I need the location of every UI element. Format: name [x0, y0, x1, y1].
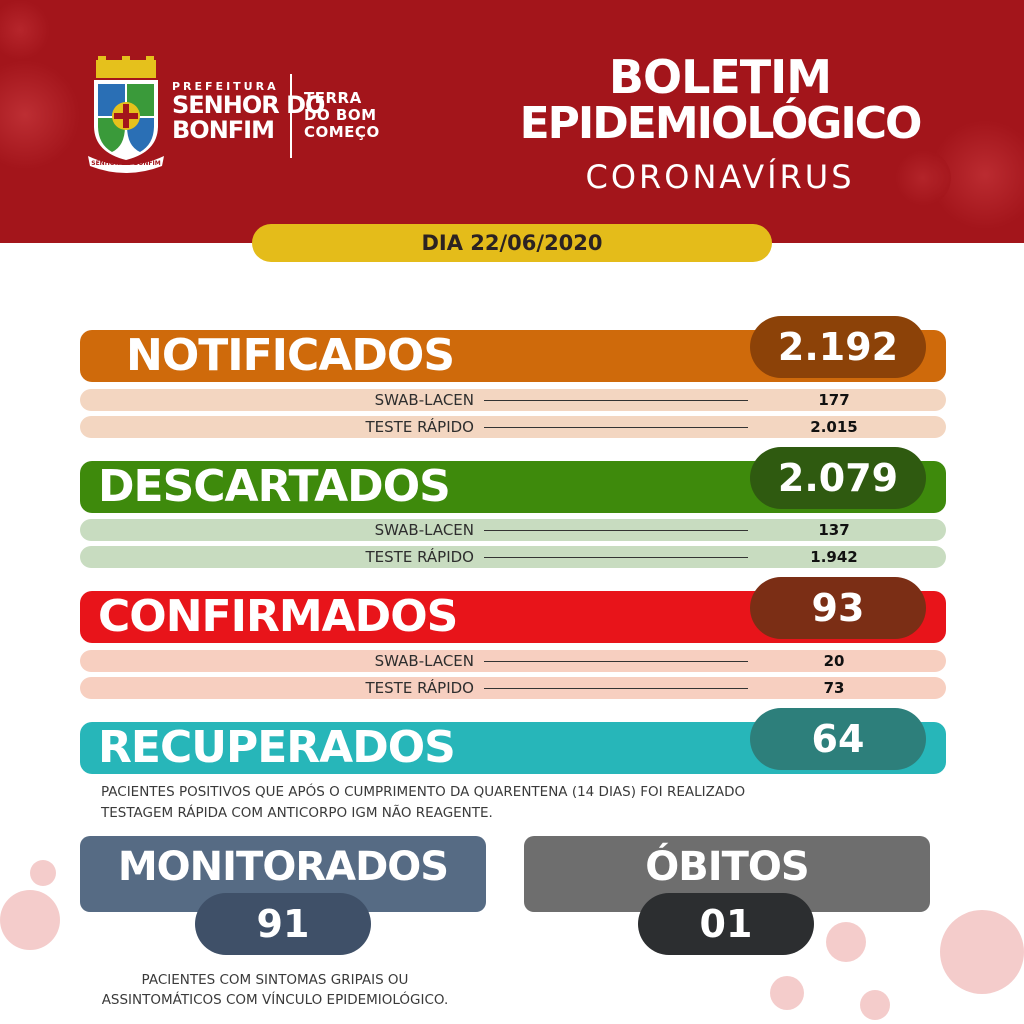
- virus-decoration: [0, 60, 80, 170]
- virus-decoration: [826, 922, 866, 962]
- descartados-bar: DESCARTADOS 2.079: [80, 447, 946, 513]
- row-value: 73: [823, 679, 845, 697]
- city-slogan: TERRA DO BOM COMEÇO: [304, 90, 380, 141]
- row-leader-line: [484, 661, 748, 662]
- recuperados-label: RECUPERADOS: [98, 722, 456, 773]
- monitorados-note-line2: ASSINTOMÁTICOS COM VÍNCULO EPIDEMIOLÓGIC…: [101, 992, 449, 1008]
- confirmados-total: 93: [750, 577, 926, 639]
- virus-decoration: [895, 150, 951, 206]
- row-value: 177: [818, 391, 850, 409]
- recuperados-total: 64: [750, 708, 926, 770]
- row-label: TESTE RÁPIDO: [365, 418, 474, 436]
- notificados-total: 2.192: [750, 316, 926, 378]
- confirmados-label: CONFIRMADOS: [98, 591, 458, 642]
- recuperados-bar: RECUPERADOS 64: [80, 708, 946, 774]
- recuperados-note-line2: TESTAGEM RÁPIDA COM ANTICORPO IGM NÃO RE…: [101, 805, 493, 821]
- row-label: SWAB-LACEN: [374, 652, 474, 670]
- slogan-line2: DO BOM: [304, 106, 377, 124]
- virus-decoration: [30, 860, 56, 886]
- city-hall-name: PREFEITURA SENHOR DO BONFIM: [172, 80, 325, 144]
- monitorados-total: 91: [195, 893, 371, 955]
- logo-ribbon-text: SENHOR DO BONFIM: [91, 160, 161, 167]
- obitos-label: ÓBITOS: [645, 844, 809, 890]
- row-value: 1.942: [810, 548, 858, 566]
- monitorados-label: MONITORADOS: [117, 844, 449, 890]
- descartados-label: DESCARTADOS: [98, 461, 451, 512]
- slogan-line3: COMEÇO: [304, 123, 380, 141]
- monitorados-note: PACIENTES COM SINTOMAS GRIPAIS OU ASSINT…: [30, 970, 520, 1010]
- prefeitura-label: PREFEITURA: [172, 80, 279, 93]
- header-banner: SENHOR DO BONFIM PREFEITURA SENHOR DO BO…: [0, 0, 1024, 243]
- row-label: TESTE RÁPIDO: [365, 679, 474, 697]
- city-name-line1: SENHOR DO: [172, 91, 325, 119]
- bulletin-date: DIA 22/06/2020: [252, 224, 772, 262]
- bulletin-title-line2: EPIDEMIOLÓGICO: [519, 98, 923, 149]
- virus-decoration: [860, 990, 890, 1020]
- recuperados-note-line1: PACIENTES POSITIVOS QUE APÓS O CUMPRIMEN…: [101, 784, 746, 800]
- row-leader-line: [484, 530, 748, 531]
- row-leader-line: [484, 688, 748, 689]
- virus-decoration: [0, 890, 60, 950]
- virus-decoration: [940, 910, 1024, 994]
- city-name-line2: BONFIM: [172, 116, 275, 144]
- confirmados-row-swab: SWAB-LACEN 20: [80, 650, 946, 672]
- descartados-row-rapid: TESTE RÁPIDO 1.942: [80, 546, 946, 568]
- row-leader-line: [484, 427, 748, 428]
- row-value: 20: [823, 652, 845, 670]
- obitos-box: ÓBITOS: [524, 836, 930, 912]
- row-leader-line: [484, 557, 748, 558]
- row-label: SWAB-LACEN: [374, 391, 474, 409]
- confirmados-bar: CONFIRMADOS 93: [80, 577, 946, 643]
- bulletin-title-line1: BOLETIM: [608, 50, 832, 104]
- descartados-row-swab: SWAB-LACEN 137: [80, 519, 946, 541]
- descartados-total: 2.079: [750, 447, 926, 509]
- row-leader-line: [484, 400, 748, 401]
- row-value: 2.015: [810, 418, 858, 436]
- virus-decoration: [770, 976, 804, 1010]
- slogan-line1: TERRA: [304, 89, 362, 107]
- obitos-total: 01: [638, 893, 814, 955]
- virus-decoration: [0, 0, 50, 60]
- row-label: TESTE RÁPIDO: [365, 548, 474, 566]
- notificados-bar: NOTIFICADOS 2.192: [80, 316, 946, 382]
- city-coat-of-arms-icon: [88, 56, 164, 173]
- row-value: 137: [818, 521, 850, 539]
- confirmados-row-rapid: TESTE RÁPIDO 73: [80, 677, 946, 699]
- notificados-row-rapid: TESTE RÁPIDO 2.015: [80, 416, 946, 438]
- row-label: SWAB-LACEN: [374, 521, 474, 539]
- logo-divider: [290, 74, 292, 158]
- notificados-row-swab: SWAB-LACEN 177: [80, 389, 946, 411]
- notificados-label: NOTIFICADOS: [126, 330, 455, 381]
- bulletin-subtitle: CORONAVÍRUS: [585, 158, 855, 196]
- monitorados-note-line1: PACIENTES COM SINTOMAS GRIPAIS OU: [141, 972, 409, 988]
